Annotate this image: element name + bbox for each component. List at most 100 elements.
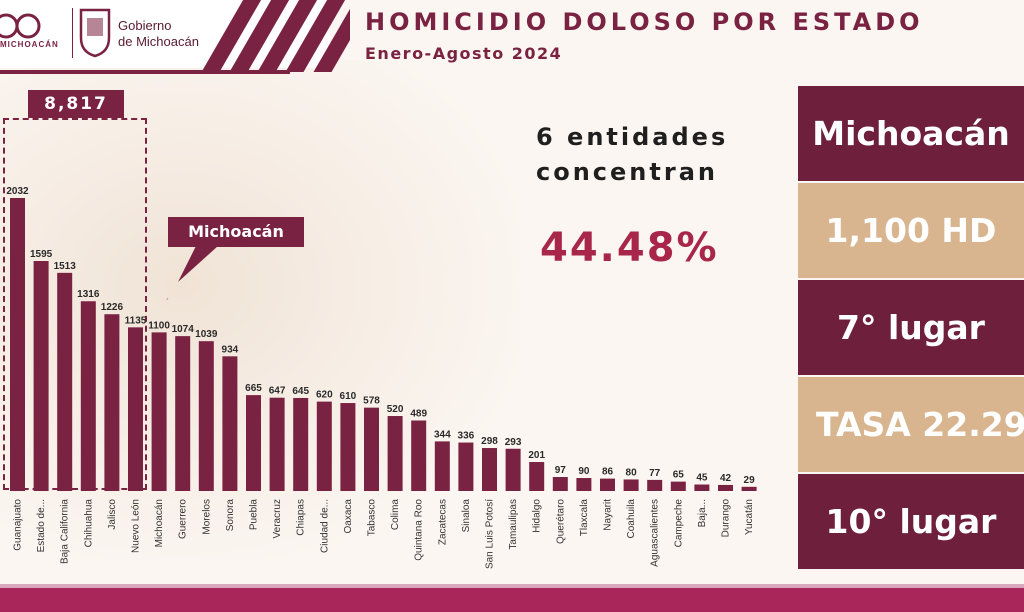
bar-31 (741, 486, 757, 491)
panel-tasa-rank: 10° lugar (825, 502, 997, 541)
category-label-11: Veracruz (272, 499, 283, 538)
bar-value-label-14: 610 (340, 391, 357, 402)
category-label-1: Estado de... (36, 499, 47, 552)
bar-8 (198, 341, 214, 491)
bar-2 (57, 272, 73, 491)
category-label-19: Sinaloa (461, 499, 472, 533)
panel-hd: 1,100 HD (825, 211, 997, 250)
bar-30 (718, 484, 733, 491)
bar-24 (576, 478, 592, 491)
category-label-29: Baja... (697, 499, 708, 527)
bar-value-label-30: 42 (720, 473, 732, 484)
bar-value-label-25: 86 (602, 467, 614, 478)
panel-tasa: TASA 22.29 (816, 405, 1024, 444)
government-line-2: de Michoacán (118, 34, 199, 49)
bar-3 (80, 301, 96, 491)
bar-value-label-11: 647 (269, 386, 286, 397)
bar-value-label-15: 578 (363, 396, 380, 407)
panel-rank: 7° lugar (837, 308, 985, 347)
category-label-12: Chiapas (296, 499, 307, 536)
category-label-20: San Luis Potosí (485, 499, 496, 569)
bar-value-label-9: 934 (222, 344, 239, 355)
bar-13 (316, 401, 332, 491)
panel-state: Michoacán (812, 114, 1010, 153)
bar-value-label-20: 298 (481, 436, 498, 447)
panel-tasa-row: TASA 22.29 (798, 377, 1024, 474)
category-label-13: Ciudad de... (319, 499, 330, 553)
bar-16 (387, 416, 403, 491)
category-label-31: Yucatán (744, 499, 755, 535)
bar-26 (623, 479, 639, 491)
state-shield-icon (79, 8, 111, 58)
top-six-total-badge: 8,817 (28, 90, 124, 118)
category-label-30: Durango (721, 499, 732, 538)
bar-value-label-1: 1595 (30, 249, 53, 260)
bar-25 (600, 478, 615, 491)
category-label-25: Nayarit (603, 499, 614, 531)
concentration-line-1: 6 entidades (536, 123, 729, 151)
category-label-27: Aguascalientes (650, 499, 661, 567)
bar-value-label-24: 90 (578, 466, 590, 477)
bar-value-label-28: 65 (673, 470, 685, 481)
bar-value-label-17: 489 (410, 408, 427, 419)
bar-23 (552, 477, 568, 491)
category-label-7: Guerrero (178, 499, 189, 539)
bar-0 (10, 198, 25, 491)
bar-value-label-21: 293 (505, 437, 522, 448)
bar-17 (411, 420, 427, 491)
bar-value-label-18: 344 (434, 429, 451, 440)
category-label-28: Campeche (673, 499, 684, 548)
bar-22 (529, 462, 545, 491)
bar-value-label-2: 1513 (54, 261, 77, 272)
page-subtitle: Enero-Agosto 2024 (365, 44, 563, 63)
category-label-18: Zacatecas (437, 499, 448, 545)
concentration-percent: 44.48% (540, 225, 719, 271)
bar-value-label-0: 2032 (6, 186, 29, 197)
bar-value-label-6: 1100 (148, 320, 170, 331)
callout-pointer (166, 246, 218, 300)
bar-19 (458, 442, 474, 491)
category-label-21: Tamaulipas (508, 499, 519, 550)
page-title: HOMICIDIO DOLOSO POR ESTADO (365, 8, 924, 36)
michoacan-callout: Michoacán (168, 217, 304, 247)
homicide-bar-chart: 2032 Guanajuato 1595 Estado de... 1513 Baja C… (6, 186, 757, 569)
anniversary-logo-icon (0, 13, 41, 39)
category-label-17: Quintana Roo (414, 499, 425, 561)
bar-11 (269, 397, 285, 491)
bar-10 (246, 395, 261, 491)
concentration-statement: 6 entidades concentran (536, 120, 746, 190)
panel-tasa-rank-row: 10° lugar (798, 474, 1024, 571)
government-line-1: Gobierno (118, 18, 172, 33)
bar-value-label-19: 336 (458, 431, 475, 442)
category-label-26: Coahuila (626, 499, 637, 539)
government-name: Gobierno de Michoacán (118, 18, 199, 50)
category-label-10: Puebla (249, 499, 260, 531)
bar-value-label-5: 1135 (125, 315, 147, 326)
category-label-2: Baja California (60, 499, 71, 564)
bar-value-label-7: 1074 (172, 324, 195, 335)
concentration-line-2: concentran (536, 158, 718, 186)
panel-hd-row: 1,100 HD (798, 183, 1024, 280)
top-six-group-box (3, 118, 147, 490)
bar-value-label-13: 620 (316, 390, 333, 401)
bar-value-label-3: 1316 (77, 289, 100, 300)
bar-18 (434, 441, 450, 491)
bar-value-label-27: 77 (649, 468, 661, 479)
bar-value-label-8: 1039 (195, 329, 218, 340)
panel-rank-row: 7° lugar (798, 280, 1024, 377)
bar-value-label-4: 1226 (101, 302, 124, 313)
header-underbar (0, 70, 290, 74)
category-label-22: Hidalgo (532, 499, 543, 533)
category-label-5: Nuevo León (131, 499, 142, 553)
footer-accent-line (0, 584, 1024, 588)
category-label-23: Querétaro (555, 499, 566, 544)
category-label-16: Colima (390, 499, 401, 531)
bar-value-label-26: 80 (626, 467, 638, 478)
category-label-9: Sonora (225, 499, 236, 532)
bar-value-label-22: 201 (528, 450, 545, 461)
michoacan-summary-panel: Michoacán 1,100 HD 7° lugar TASA 22.29 1… (798, 86, 1024, 571)
bar-1 (33, 261, 49, 491)
category-label-24: Tlaxcala (579, 499, 590, 537)
bar-4 (104, 314, 120, 491)
bar-value-label-31: 29 (744, 475, 756, 486)
